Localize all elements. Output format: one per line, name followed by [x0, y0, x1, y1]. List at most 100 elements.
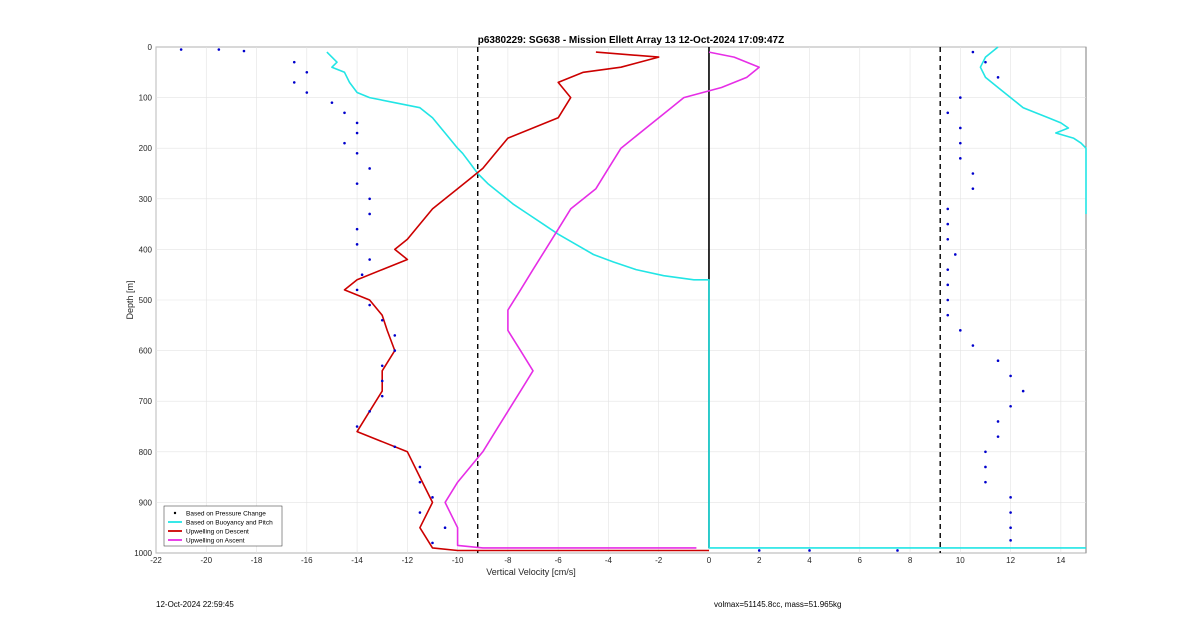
pressure-change-point: [946, 268, 950, 271]
x-tick-label: -22: [150, 556, 162, 565]
x-tick-label: 6: [858, 556, 863, 565]
pressure-change-point: [393, 349, 397, 352]
pressure-change-point: [305, 91, 309, 94]
pressure-change-point: [418, 511, 422, 514]
pressure-change-point: [971, 50, 975, 54]
pressure-change-point: [971, 172, 975, 175]
pressure-change-point: [959, 157, 962, 160]
pressure-change-point: [393, 445, 397, 449]
pressure-change-point: [292, 60, 296, 64]
pressure-change-point: [355, 243, 359, 246]
pressure-change-point: [1021, 389, 1025, 393]
x-axis-label: Vertical Velocity [cm/s]: [486, 567, 576, 577]
pressure-change-point: [355, 227, 359, 231]
series-line: [444, 51, 761, 549]
footer-volmax-mass: volmax=51145.8cc, mass=51.965kg: [714, 600, 842, 609]
pressure-change-point: [355, 288, 359, 292]
pressure-change-point: [959, 141, 962, 145]
pressure-change-point: [996, 420, 1000, 423]
y-tick-label: 900: [139, 498, 153, 507]
pressure-change-point: [996, 359, 1000, 363]
pressure-change-point: [380, 379, 384, 383]
pressure-change-point: [946, 313, 950, 317]
y-tick-label: 0: [148, 43, 153, 52]
pressure-change-point: [242, 49, 246, 53]
pressure-change-point: [1009, 496, 1012, 499]
pressure-change-point: [1009, 511, 1012, 514]
pressure-change-point: [959, 329, 962, 332]
footer-timestamp: 12-Oct-2024 22:59:45: [156, 600, 234, 609]
pressure-change-point: [393, 334, 397, 337]
pressure-change-point: [355, 131, 359, 135]
x-tick-label: 10: [956, 556, 965, 565]
series-line: [343, 51, 709, 552]
pressure-change-point: [380, 364, 384, 368]
pressure-change-point: [984, 480, 987, 484]
x-tick-label: -4: [605, 556, 613, 565]
x-tick-label: 8: [908, 556, 913, 565]
pressure-change-point: [355, 425, 359, 428]
x-tick-label: 2: [757, 556, 762, 565]
x-tick-label: -18: [251, 556, 263, 565]
y-tick-label: 300: [139, 195, 153, 204]
pressure-change-point: [343, 141, 346, 145]
legend-marker: [173, 511, 177, 515]
pressure-change-point: [946, 237, 950, 241]
pressure-change-point: [368, 258, 371, 261]
pressure-change-point: [368, 167, 371, 170]
x-tick-label: -10: [452, 556, 464, 565]
pressure-change-point: [431, 541, 434, 545]
series-line: [979, 46, 1087, 214]
y-tick-label: 500: [139, 296, 153, 305]
pressure-change-point: [959, 126, 962, 130]
pressure-change-point: [946, 298, 950, 302]
legend-label: Upwelling on Descent: [186, 528, 249, 535]
pressure-change-point: [984, 465, 987, 469]
pressure-change-point: [418, 465, 422, 469]
pressure-change-point: [380, 318, 384, 322]
series-layer: [179, 46, 1087, 552]
y-tick-label: 100: [139, 94, 153, 103]
y-axis-label: Depth [m]: [125, 280, 135, 319]
x-tick-label: -16: [301, 556, 313, 565]
legend-label: Upwelling on Ascent: [186, 537, 245, 544]
pressure-change-point: [946, 283, 950, 287]
chart-title: p6380229: SG638 - Mission Ellett Array 1…: [478, 35, 784, 46]
x-tick-label: -14: [351, 556, 363, 565]
axes: -22 -20 -18 -16 -14 -12 -10 -8 -6 -4 -2 0 2 4 6 8 10 12 14…: [134, 43, 1066, 565]
pressure-change-point: [418, 480, 422, 484]
pressure-change-point: [808, 549, 811, 552]
pressure-change-point: [946, 111, 950, 115]
y-tick-label: 1000: [134, 549, 152, 558]
x-tick-label: -8: [504, 556, 512, 565]
pressure-change-point: [1009, 539, 1012, 542]
y-tick-label: 200: [139, 144, 153, 153]
pressure-change-point: [971, 344, 975, 347]
pressure-change-point: [292, 81, 296, 84]
legend-label: Based on Buoyancy and Pitch: [186, 519, 273, 526]
pressure-change-point: [1009, 404, 1012, 408]
pressure-change-point: [380, 394, 384, 398]
y-tick-label: 700: [139, 397, 153, 406]
pressure-change-point: [946, 207, 950, 211]
x-tick-label: -2: [655, 556, 663, 565]
pressure-change-point: [431, 496, 434, 499]
pressure-change-point: [368, 303, 371, 307]
pressure-change-point: [355, 182, 359, 185]
pressure-change-point: [984, 450, 987, 454]
legend: Based on Pressure Change Based on Buoyanc…: [163, 505, 283, 547]
pressure-change-point: [368, 197, 371, 201]
pressure-change-point: [355, 121, 359, 125]
pressure-change-point: [330, 101, 334, 104]
pressure-change-point: [355, 151, 359, 155]
pressure-change-point: [443, 526, 447, 529]
pressure-change-point: [217, 48, 221, 51]
legend-label: Based on Pressure Change: [186, 510, 266, 517]
pressure-change-point: [179, 48, 183, 51]
pressure-change-point: [959, 96, 962, 99]
series-line: [326, 51, 1086, 549]
x-tick-label: 12: [1006, 556, 1015, 565]
x-tick-label: -12: [402, 556, 414, 565]
pressure-change-point: [971, 187, 975, 190]
